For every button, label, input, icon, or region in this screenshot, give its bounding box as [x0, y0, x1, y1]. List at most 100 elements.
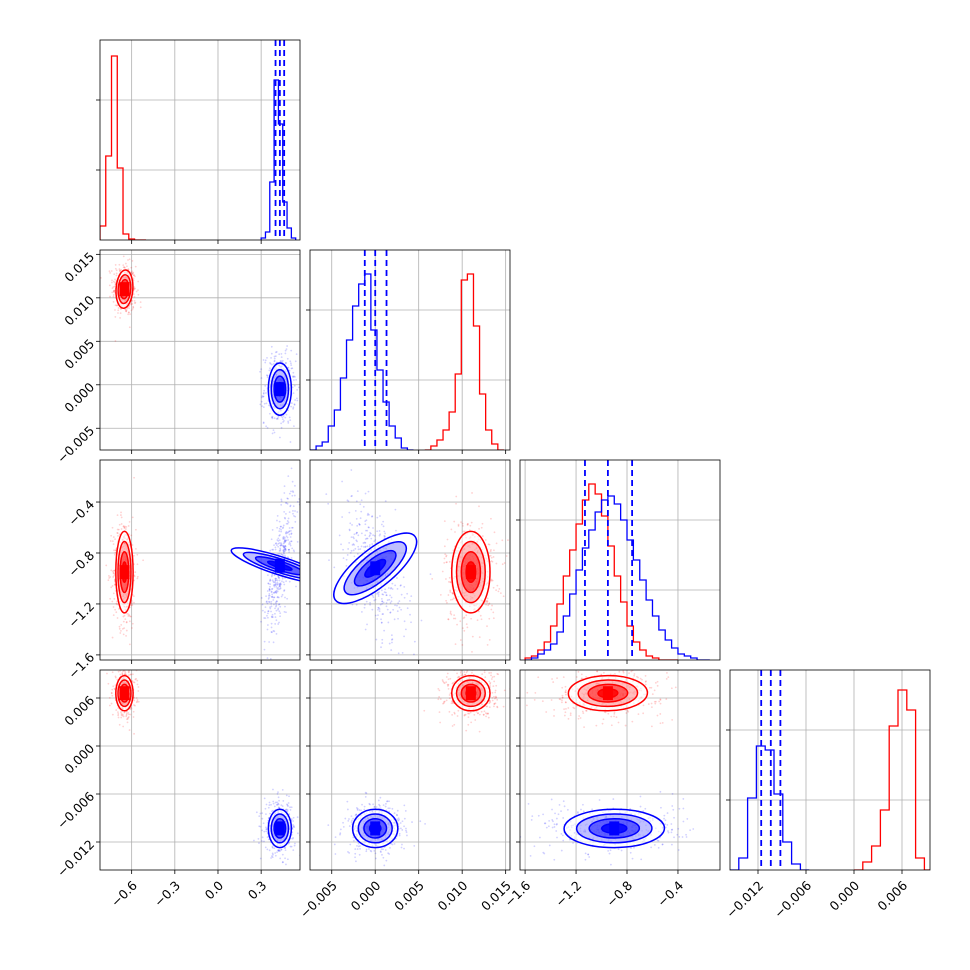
scatter-point [132, 716, 135, 718]
scatter-point [365, 848, 368, 851]
scatter-point [637, 713, 640, 716]
scatter-point [470, 617, 473, 620]
scatter-point [262, 392, 265, 395]
scatter-point [474, 719, 477, 721]
scatter-point [121, 672, 124, 674]
scatter-point [446, 538, 449, 541]
scatter-point [288, 813, 291, 816]
scatter-point [378, 591, 380, 594]
scatter-point [356, 844, 358, 847]
scatter-point [541, 700, 544, 703]
scatter-point [456, 623, 458, 626]
scatter-point [391, 807, 394, 810]
scatter-point [275, 456, 277, 458]
scatter-point [133, 302, 136, 305]
scatter-point [364, 523, 367, 526]
scatter-point [629, 668, 631, 670]
scatter-point [352, 549, 355, 552]
scatter-point [451, 591, 454, 594]
scatter-point [109, 597, 112, 600]
scatter-point [463, 671, 466, 673]
scatter-point [377, 614, 379, 617]
scatter-point [120, 268, 123, 271]
scatter-point [120, 516, 123, 519]
scatter-point [270, 357, 272, 359]
scatter-point [127, 525, 130, 527]
scatter-point [271, 432, 274, 435]
scatter-point [286, 497, 289, 500]
scatter-point [449, 612, 452, 615]
scatter-point [284, 540, 287, 543]
scatter-point [642, 712, 645, 715]
scatter-point [280, 525, 282, 528]
scatter-point [266, 624, 269, 626]
scatter-point [491, 697, 494, 699]
scatter-point [301, 498, 303, 500]
scatter-point [382, 601, 385, 604]
scatter-point [137, 686, 140, 688]
scatter-point [133, 554, 135, 557]
scatter-point [125, 309, 128, 312]
scatter-point [261, 812, 264, 815]
scatter-point [595, 724, 598, 727]
scatter-point [112, 685, 115, 688]
scatter-point [113, 549, 115, 552]
scatter-point [360, 545, 363, 548]
scatter-point [115, 274, 118, 277]
scatter-point [567, 717, 570, 720]
scatter-point [388, 598, 391, 601]
scatter-point [292, 849, 295, 852]
scatter-point [266, 574, 269, 577]
scatter-point [558, 698, 561, 700]
scatter-point [275, 351, 278, 353]
scatter-point [451, 682, 454, 685]
scatter-point [266, 614, 268, 617]
scatter-point [271, 856, 274, 859]
scatter-point [134, 528, 137, 531]
scatter-point [119, 312, 122, 315]
scatter-point [382, 848, 384, 851]
scatter-point [398, 818, 400, 821]
scatter-point [636, 675, 638, 678]
scatter-point [445, 554, 448, 557]
red-histogram [100, 55, 147, 240]
scatter-point [453, 614, 456, 616]
scatter-point [124, 262, 127, 265]
scatter-point [393, 618, 396, 621]
scatter-point [274, 583, 277, 586]
scatter-point [494, 697, 496, 700]
scatter-point [665, 698, 668, 700]
scatter-point [260, 377, 263, 379]
scatter-point [469, 524, 472, 527]
scatter-point [365, 529, 367, 532]
scatter-point [133, 595, 135, 597]
scatter-point [359, 517, 362, 520]
scatter-point [371, 515, 373, 518]
scatter-point [122, 525, 125, 528]
scatter-point [639, 677, 642, 680]
scatter-point [129, 708, 132, 711]
scatter-point [672, 808, 675, 811]
scatter-point [275, 578, 278, 580]
scatter-point [273, 591, 276, 594]
scatter-point [288, 530, 291, 533]
scatter-point [397, 817, 400, 820]
scatter-point [375, 592, 378, 595]
scatter-point [285, 808, 288, 811]
scatter-point [120, 712, 123, 715]
scatter-point [280, 583, 282, 586]
scatter-point [126, 721, 129, 724]
scatter-point [292, 491, 295, 494]
scatter-point [268, 641, 271, 643]
scatter-point [610, 863, 612, 866]
scatter-point [268, 404, 270, 407]
scatter-point [380, 597, 383, 600]
scatter-point [638, 666, 640, 668]
scatter-point [283, 548, 286, 551]
scatter-point [284, 846, 287, 849]
scatter-point [487, 543, 490, 546]
scatter-point [272, 809, 274, 812]
scatter-point [287, 539, 290, 541]
scatter-point [270, 345, 273, 348]
scatter-point [351, 524, 353, 526]
